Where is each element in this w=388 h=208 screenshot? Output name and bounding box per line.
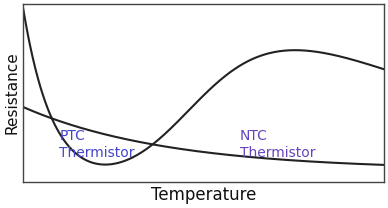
Text: NTC: NTC: [240, 129, 267, 143]
Text: Thermistor: Thermistor: [240, 146, 315, 160]
X-axis label: Temperature: Temperature: [151, 186, 256, 204]
Text: PTC: PTC: [59, 129, 85, 143]
Text: Thermistor: Thermistor: [59, 146, 135, 160]
Y-axis label: Resistance: Resistance: [4, 52, 19, 134]
